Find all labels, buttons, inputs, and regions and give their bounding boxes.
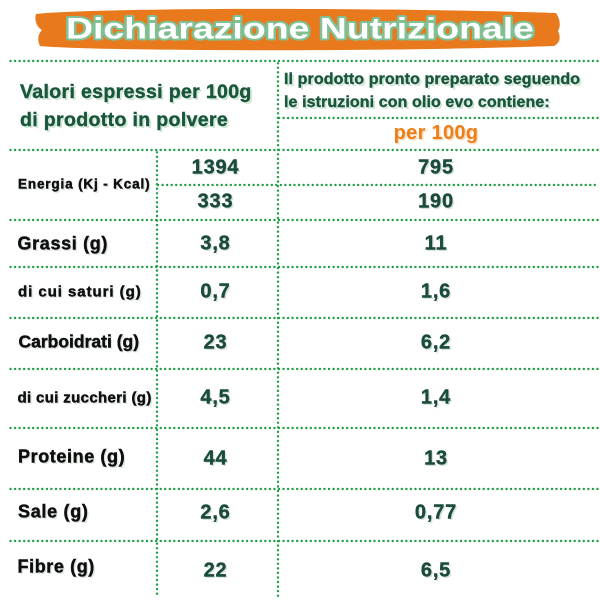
svg-text:Dichiarazione Nutrizionale: Dichiarazione Nutrizionale (66, 13, 534, 46)
